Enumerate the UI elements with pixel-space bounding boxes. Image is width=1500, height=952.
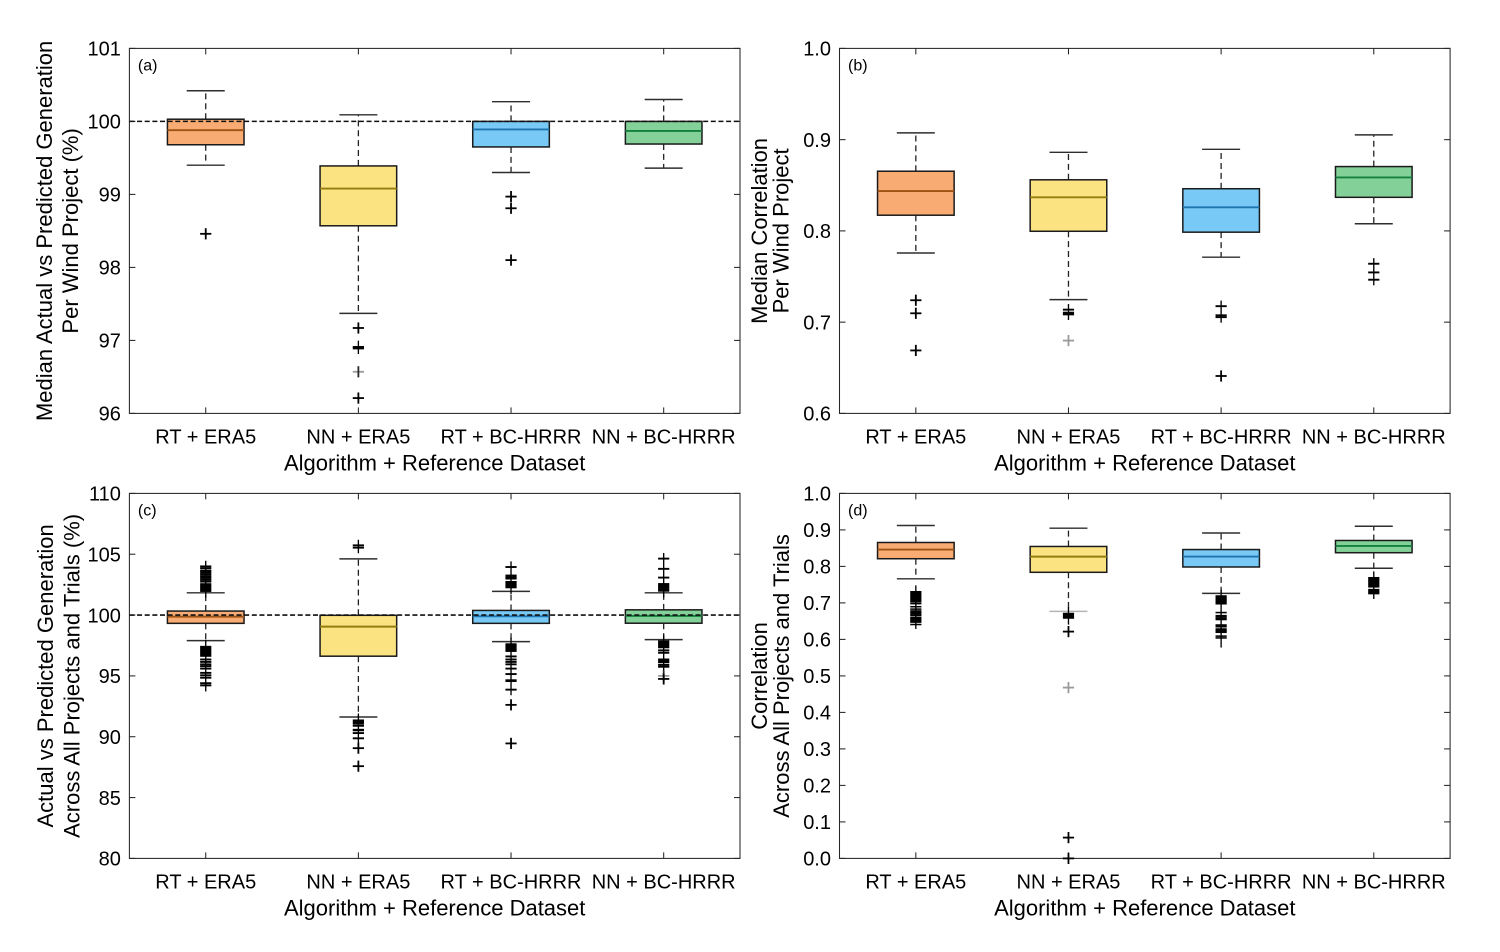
svg-text:Actual vs Predicted Generation: Actual vs Predicted Generation (33, 524, 58, 827)
svg-text:RT + BC-HRRR: RT + BC-HRRR (441, 426, 582, 448)
svg-text:0.0: 0.0 (803, 849, 831, 871)
svg-text:0.8: 0.8 (803, 221, 831, 243)
svg-text:95: 95 (99, 666, 121, 688)
svg-text:RT + ERA5: RT + ERA5 (865, 871, 966, 893)
svg-text:(c): (c) (138, 502, 157, 519)
svg-text:80: 80 (99, 849, 121, 871)
svg-text:0.9: 0.9 (803, 520, 831, 542)
svg-text:RT + BC-HRRR: RT + BC-HRRR (1151, 426, 1292, 448)
svg-text:Algorithm + Reference Dataset: Algorithm + Reference Dataset (994, 895, 1295, 920)
svg-text:NN + ERA5: NN + ERA5 (306, 871, 410, 893)
svg-text:0.7: 0.7 (803, 593, 831, 615)
svg-text:0.6: 0.6 (803, 404, 831, 426)
svg-text:(b): (b) (848, 57, 868, 74)
svg-text:0.4: 0.4 (803, 703, 831, 725)
svg-text:Per Wind Project (%): Per Wind Project (%) (58, 128, 83, 333)
svg-text:Algorithm + Reference Dataset: Algorithm + Reference Dataset (284, 450, 585, 475)
svg-text:0.9: 0.9 (803, 130, 831, 152)
svg-text:0.1: 0.1 (803, 812, 831, 834)
svg-text:NN + ERA5: NN + ERA5 (1017, 871, 1121, 893)
svg-text:Median Correlation: Median Correlation (747, 138, 772, 324)
svg-text:97: 97 (99, 331, 121, 353)
svg-text:NN + BC-HRRR: NN + BC-HRRR (592, 871, 736, 893)
svg-text:1.0: 1.0 (803, 39, 831, 61)
svg-text:85: 85 (99, 788, 121, 810)
svg-text:99: 99 (99, 185, 121, 207)
svg-text:0.2: 0.2 (803, 776, 831, 798)
svg-text:98: 98 (99, 258, 121, 280)
svg-text:RT + ERA5: RT + ERA5 (155, 871, 256, 893)
svg-text:Algorithm + Reference Dataset: Algorithm + Reference Dataset (284, 895, 585, 920)
svg-text:NN + BC-HRRR: NN + BC-HRRR (1302, 426, 1446, 448)
svg-text:0.5: 0.5 (803, 666, 831, 688)
svg-text:NN + ERA5: NN + ERA5 (1017, 426, 1121, 448)
svg-text:110: 110 (89, 484, 121, 506)
svg-text:90: 90 (99, 727, 121, 749)
svg-text:RT + BC-HRRR: RT + BC-HRRR (441, 871, 582, 893)
svg-text:RT + BC-HRRR: RT + BC-HRRR (1151, 871, 1292, 893)
svg-text:(d): (d) (848, 502, 868, 519)
svg-text:105: 105 (88, 544, 121, 566)
svg-text:0.6: 0.6 (803, 630, 831, 652)
svg-text:0.7: 0.7 (803, 312, 831, 334)
svg-text:0.8: 0.8 (803, 557, 831, 579)
svg-text:Across All Projects and Trials: Across All Projects and Trials (%) (60, 514, 85, 838)
svg-text:100: 100 (88, 605, 121, 627)
svg-text:RT + ERA5: RT + ERA5 (155, 426, 256, 448)
svg-text:Median Actual vs Predicted Gen: Median Actual vs Predicted Generation (32, 41, 57, 421)
svg-text:Across All Projects and Trials: Across All Projects and Trials (769, 534, 794, 818)
svg-text:Correlation: Correlation (747, 622, 772, 730)
svg-text:100: 100 (88, 112, 121, 134)
svg-text:NN + BC-HRRR: NN + BC-HRRR (1302, 871, 1446, 893)
svg-text:NN + ERA5: NN + ERA5 (306, 426, 410, 448)
svg-text:96: 96 (99, 404, 121, 426)
svg-text:Per Wind Project: Per Wind Project (769, 148, 794, 313)
svg-text:RT + ERA5: RT + ERA5 (865, 426, 966, 448)
svg-text:NN + BC-HRRR: NN + BC-HRRR (592, 426, 736, 448)
svg-text:1.0: 1.0 (803, 484, 831, 506)
svg-text:Algorithm + Reference Dataset: Algorithm + Reference Dataset (994, 450, 1295, 475)
svg-text:101: 101 (88, 39, 121, 61)
svg-text:(a): (a) (138, 57, 158, 74)
svg-text:0.3: 0.3 (803, 739, 831, 761)
